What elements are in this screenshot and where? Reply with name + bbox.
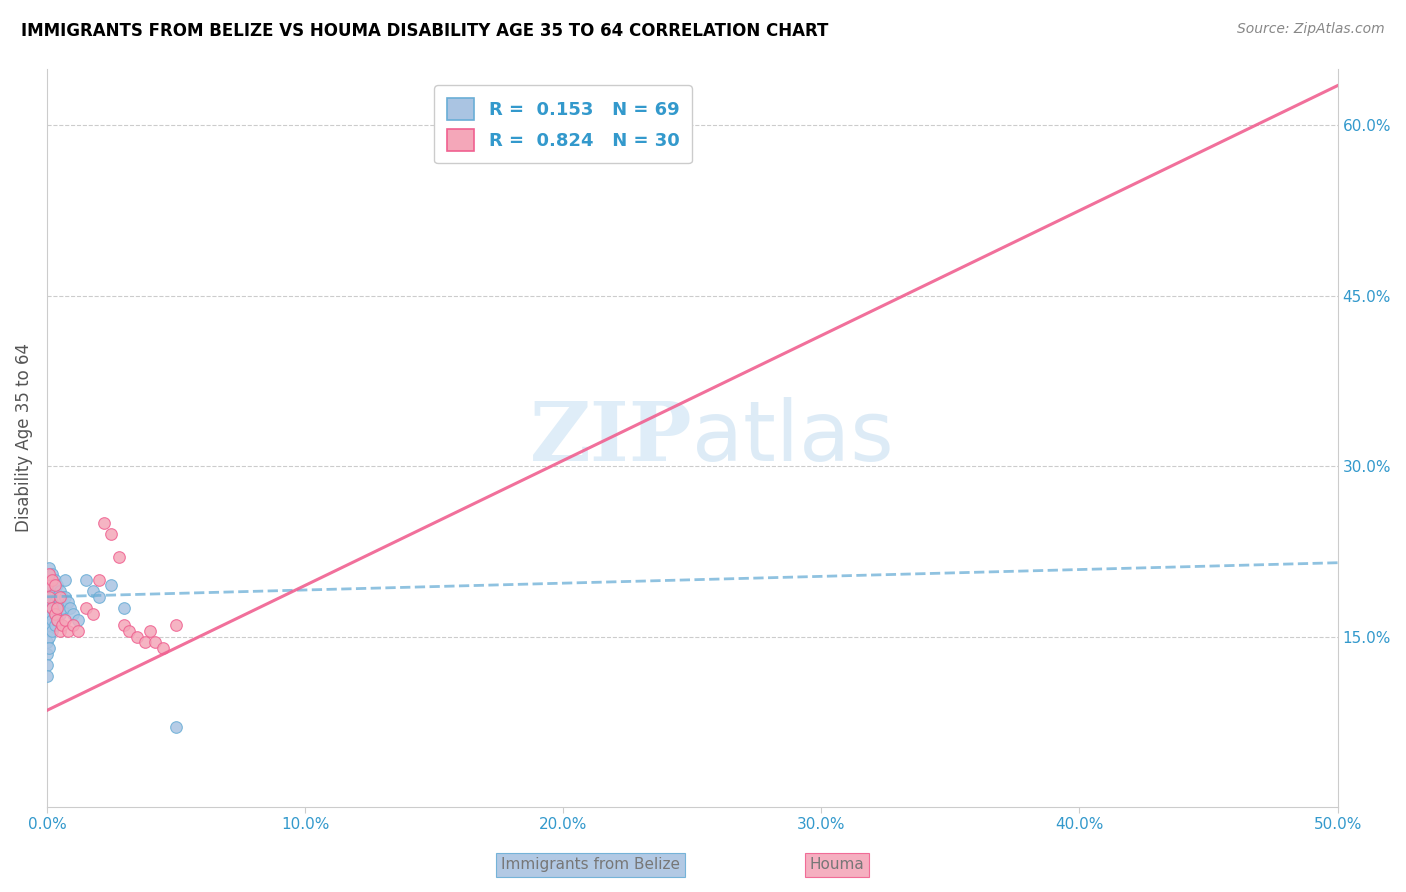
Point	[93, 516, 115, 530]
Point	[44, 584, 66, 599]
Point	[44, 595, 66, 609]
Y-axis label: Disability Age 35 to 64: Disability Age 35 to 64	[15, 343, 32, 533]
Point	[38, 584, 60, 599]
Point	[75, 601, 97, 615]
Point	[35, 624, 58, 638]
Point	[62, 618, 84, 632]
Point	[100, 578, 122, 592]
Point	[35, 573, 58, 587]
Point	[35, 578, 58, 592]
Point	[139, 624, 162, 638]
Text: Houma: Houma	[810, 857, 863, 872]
Point	[38, 607, 60, 621]
Point	[53, 613, 76, 627]
Text: Source: ZipAtlas.com: Source: ZipAtlas.com	[1237, 22, 1385, 37]
Point	[82, 584, 104, 599]
Point	[38, 595, 60, 609]
Legend: R =  0.153   N = 69, R =  0.824   N = 30: R = 0.153 N = 69, R = 0.824 N = 30	[434, 85, 692, 163]
Point	[87, 590, 110, 604]
Point	[143, 635, 166, 649]
Point	[38, 640, 60, 655]
Point	[44, 618, 66, 632]
Point	[165, 618, 187, 632]
Point	[35, 669, 58, 683]
Point	[35, 635, 58, 649]
Point	[53, 590, 76, 604]
Text: IMMIGRANTS FROM BELIZE VS HOUMA DISABILITY AGE 35 TO 64 CORRELATION CHART: IMMIGRANTS FROM BELIZE VS HOUMA DISABILI…	[21, 22, 828, 40]
Text: Immigrants from Belize: Immigrants from Belize	[501, 857, 681, 872]
Point	[41, 578, 63, 592]
Point	[59, 601, 82, 615]
Point	[51, 590, 73, 604]
Point	[38, 561, 60, 575]
Point	[82, 607, 104, 621]
Point	[41, 567, 63, 582]
Point	[35, 657, 58, 672]
Point	[118, 624, 141, 638]
Text: atlas: atlas	[692, 397, 894, 478]
Point	[35, 613, 58, 627]
Point	[112, 601, 135, 615]
Point	[49, 624, 72, 638]
Point	[46, 601, 69, 615]
Point	[41, 613, 63, 627]
Point	[35, 590, 58, 604]
Point	[46, 613, 69, 627]
Point	[41, 601, 63, 615]
Point	[38, 573, 60, 587]
Point	[35, 647, 58, 661]
Point	[53, 573, 76, 587]
Point	[49, 595, 72, 609]
Point	[46, 613, 69, 627]
Point	[75, 573, 97, 587]
Text: ZIP: ZIP	[530, 398, 692, 478]
Point	[35, 578, 58, 592]
Point	[46, 578, 69, 592]
Point	[165, 721, 187, 735]
Point	[41, 590, 63, 604]
Point	[56, 595, 79, 609]
Point	[62, 607, 84, 621]
Point	[44, 578, 66, 592]
Point	[51, 601, 73, 615]
Point	[108, 549, 131, 564]
Point	[46, 590, 69, 604]
Point	[46, 601, 69, 615]
Point	[127, 630, 149, 644]
Point	[49, 584, 72, 599]
Point	[66, 624, 89, 638]
Point	[87, 573, 110, 587]
Point	[44, 607, 66, 621]
Point	[49, 607, 72, 621]
Point	[41, 573, 63, 587]
Point	[100, 527, 122, 541]
Point	[56, 624, 79, 638]
Point	[44, 573, 66, 587]
Point	[152, 640, 174, 655]
Point	[51, 618, 73, 632]
Point	[112, 618, 135, 632]
Point	[44, 607, 66, 621]
Point	[41, 624, 63, 638]
Point	[66, 613, 89, 627]
Point	[35, 601, 58, 615]
Point	[38, 567, 60, 582]
Point	[38, 618, 60, 632]
Point	[134, 635, 156, 649]
Point	[38, 630, 60, 644]
Point	[41, 601, 63, 615]
Point	[49, 590, 72, 604]
Point	[38, 590, 60, 604]
